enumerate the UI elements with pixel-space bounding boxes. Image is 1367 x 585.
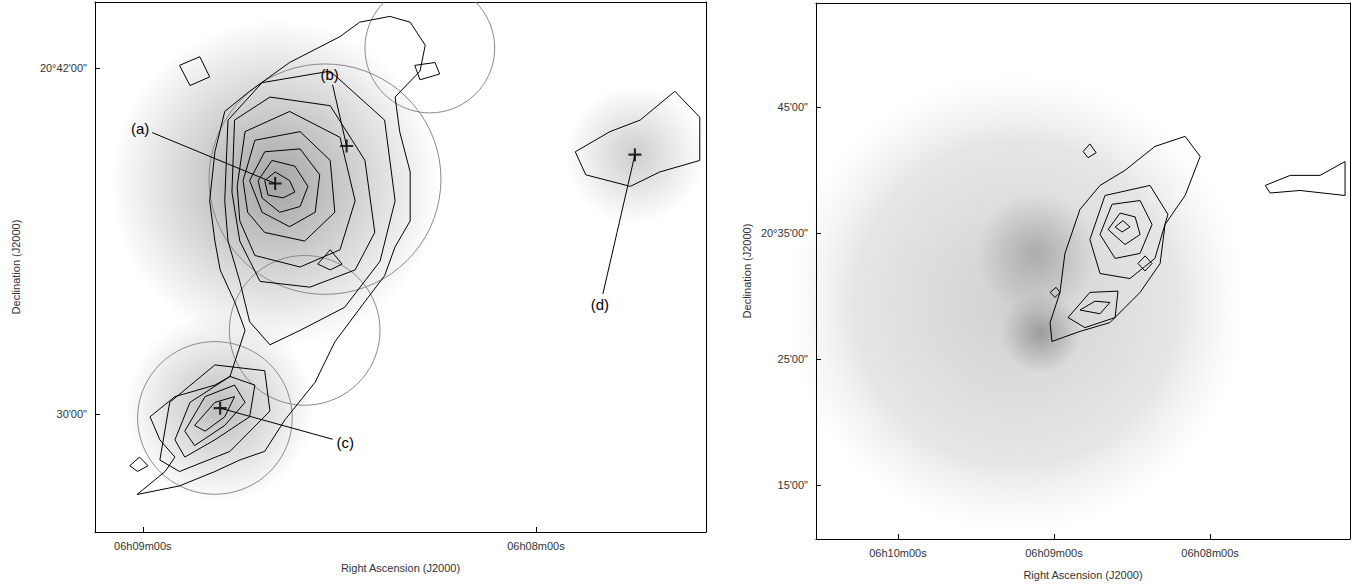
svg-text:Right Ascension (J2000): Right Ascension (J2000) [341, 562, 460, 574]
svg-text:06h09m00s: 06h09m00s [1025, 547, 1083, 559]
svg-text:(c): (c) [336, 434, 354, 451]
svg-text:06h08m00s: 06h08m00s [1181, 547, 1239, 559]
svg-text:06h09m00s: 06h09m00s [114, 540, 172, 552]
svg-text:Declination (J2000): Declination (J2000) [741, 224, 753, 319]
svg-text:06h08m00s: 06h08m00s [507, 540, 565, 552]
svg-text:(d): (d) [591, 296, 609, 313]
svg-text:15'00": 15'00" [778, 479, 809, 491]
svg-text:45'00": 45'00" [778, 101, 809, 113]
svg-text:06h10m00s: 06h10m00s [869, 547, 927, 559]
svg-text:(b): (b) [320, 66, 338, 83]
svg-text:25'00": 25'00" [778, 353, 809, 365]
svg-text:(a): (a) [131, 120, 149, 137]
svg-text:Right Ascension (J2000): Right Ascension (J2000) [1023, 569, 1142, 581]
svg-text:30'00": 30'00" [57, 408, 88, 420]
svg-text:20°42'00": 20°42'00" [40, 62, 87, 74]
svg-text:20°35'00": 20°35'00" [761, 227, 808, 239]
svg-text:Declination (J2000): Declination (J2000) [10, 220, 22, 315]
